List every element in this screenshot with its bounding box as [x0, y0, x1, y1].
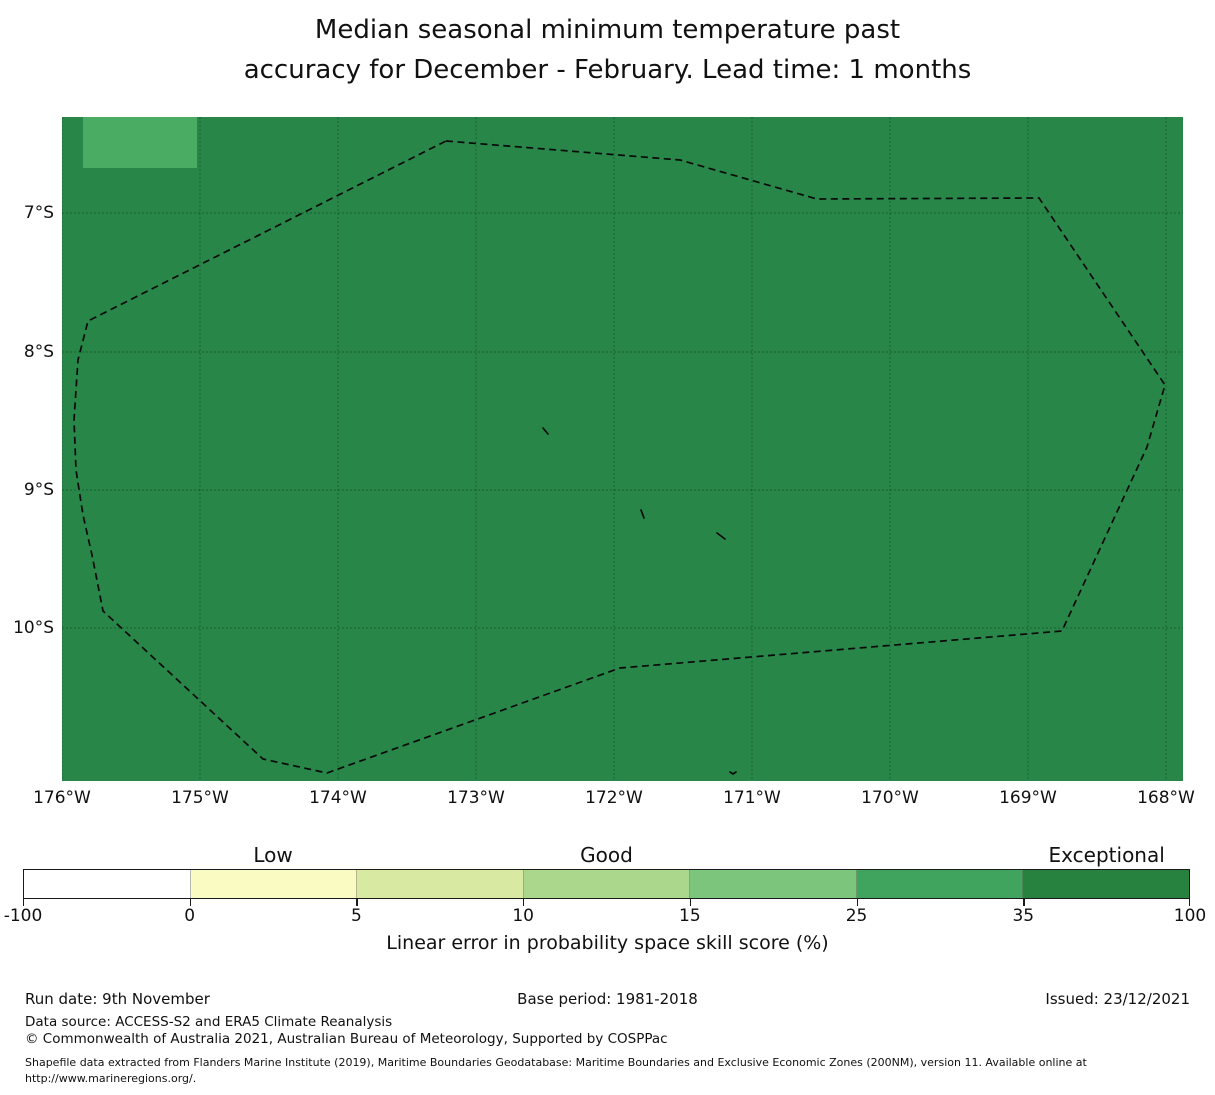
colorbar-segment-25-35: [856, 870, 1024, 898]
colorbar-tick-5: 5: [351, 906, 362, 926]
colorbar-tick-neg100: -100: [3, 906, 43, 926]
shapefile-attribution-line1: Shapefile data extracted from Flanders M…: [25, 1056, 1087, 1069]
lat-tick-10s: 10°S: [13, 618, 54, 638]
island-mark: [640, 509, 645, 519]
lon-tick-173w: 173°W: [447, 788, 505, 808]
colorbar-tick-15: 15: [679, 906, 701, 926]
footer-meta-row: Run date: 9th November Base period: 1981…: [25, 990, 1190, 1010]
lon-tick-172w: 172°W: [585, 788, 643, 808]
issued-date-text: Issued: 23/12/2021: [1045, 990, 1190, 1008]
colorbar-tickmark: [23, 899, 25, 906]
lon-tick-175w: 175°W: [171, 788, 229, 808]
colorbar-tickmark: [189, 899, 192, 906]
island-mark: [716, 532, 726, 540]
base-period-text: Base period: 1981-2018: [517, 990, 698, 1008]
lat-tick-8s: 8°S: [23, 342, 54, 362]
shapefile-attribution: Shapefile data extracted from Flanders M…: [25, 1055, 1195, 1087]
lon-tick-174w: 174°W: [309, 788, 367, 808]
map-canvas: [62, 117, 1183, 781]
colorbar-segment-10-15: [523, 870, 691, 898]
lon-tick-170w: 170°W: [861, 788, 919, 808]
copyright-text: © Commonwealth of Australia 2021, Austra…: [25, 1031, 668, 1047]
colorbar-axis-label: Linear error in probability space skill …: [386, 932, 829, 954]
lon-tick-168w: 168°W: [1137, 788, 1195, 808]
colorbar-tickmark: [523, 899, 525, 906]
colorbar-tickmark: [1188, 899, 1191, 906]
colorbar-tickmark: [1023, 899, 1025, 906]
map-gridlines: [62, 117, 1183, 781]
eez-boundary-line: [73, 140, 1166, 774]
colorbar-label-good: Good: [580, 843, 633, 867]
colorbar-tick-10: 10: [512, 906, 534, 926]
colorbar-label-low: Low: [253, 843, 293, 867]
colorbar-segment-neg100-0: [24, 870, 191, 898]
colorbar-segment-35-100: [1023, 870, 1190, 898]
lon-tick-169w: 169°W: [999, 788, 1057, 808]
island-mark: [729, 771, 737, 776]
lon-tick-176w: 176°W: [33, 788, 91, 808]
colorbar-tick-25: 25: [845, 906, 868, 926]
island-mark: [542, 427, 549, 435]
colorbar-segment-15-25: [690, 870, 857, 898]
lon-tick-171w: 171°W: [723, 788, 781, 808]
colorbar-segment-5-10: [357, 870, 524, 898]
colorbar-label-exceptional: Exceptional: [1048, 843, 1165, 867]
page-title-line1: Median seasonal minimum temperature past: [314, 15, 901, 45]
page-title-line2: accuracy for December - February. Lead t…: [243, 55, 972, 85]
colorbar-segment-0-5: [190, 870, 358, 898]
map-overlay: [62, 117, 1183, 781]
colorbar: [23, 869, 1190, 899]
colorbar-tick-35: 35: [1012, 906, 1035, 926]
colorbar-tick-100: 100: [1173, 906, 1207, 926]
colorbar-tickmark: [856, 899, 858, 906]
colorbar-tickmark: [689, 899, 692, 906]
data-source-text: Data source: ACCESS-S2 and ERA5 Climate …: [25, 1014, 393, 1030]
lat-tick-9s: 9°S: [23, 480, 54, 500]
map-highlight-cell: [83, 117, 197, 168]
colorbar-category-labels: Low Good Exceptional: [23, 843, 1190, 867]
colorbar-tick-labels: -100 0 5 10 15 25 35 100: [4, 905, 1207, 927]
shapefile-attribution-line2: http://www.marineregions.org/.: [25, 1072, 197, 1085]
run-date-text: Run date: 9th November: [25, 990, 210, 1008]
lat-tick-7s: 7°S: [23, 203, 54, 223]
colorbar-tick-0: 0: [184, 906, 196, 926]
island-marks: [542, 427, 737, 776]
page-title: Median seasonal minimum temperature past…: [0, 10, 1215, 90]
colorbar-tickmark: [356, 899, 358, 906]
